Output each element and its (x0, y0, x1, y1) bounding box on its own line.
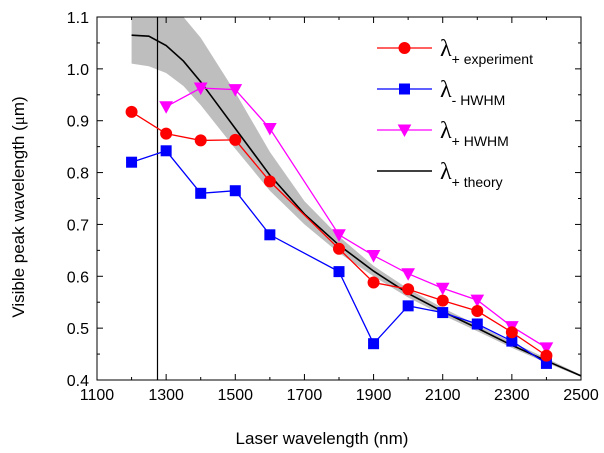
series-plus-hwhm-point (193, 82, 208, 96)
series-minus-hwhm-point (160, 145, 172, 157)
series-minus-hwhm-point (437, 307, 449, 319)
legend-label: λ+ HWHM (440, 118, 509, 149)
legend-swatch-marker (398, 42, 411, 54)
series-minus-hwhm-point (333, 266, 345, 278)
legend-label: λ+ theory (440, 159, 503, 190)
series-experiment-point (229, 133, 242, 146)
legend-item-minus-hwhm: λ- HWHM (377, 77, 505, 108)
x-tick-label: 1300 (148, 387, 184, 404)
series-plus-hwhm-point (435, 282, 450, 296)
x-tick-label: 2500 (563, 387, 599, 404)
series-plus-hwhm-point (228, 84, 243, 97)
legend-label-symbol: λ (440, 77, 452, 103)
series-experiment-point (125, 105, 138, 118)
series-experiment-point (160, 127, 173, 140)
legend-item-theory: λ+ theory (377, 159, 503, 190)
series-minus-hwhm-point (229, 185, 241, 197)
legend-label: λ- HWHM (440, 77, 505, 108)
y-axis-label-prefix: Visible peak wavelength ( (9, 125, 28, 318)
y-axis-label-suffix: m) (9, 96, 28, 116)
series-minus-hwhm (126, 145, 552, 369)
y-tick-label: 0.5 (67, 321, 89, 338)
legend-label-subscript: - HWHM (452, 92, 506, 108)
series-experiment-point (263, 175, 276, 188)
y-tick-label: 0.9 (67, 114, 89, 131)
axes-layer: 1100 1300 1500 1700 1900 2100 2300 2500 0.4 0.5 0.… (67, 10, 599, 404)
legend-item-plus-hwhm: λ+ HWHM (377, 118, 509, 149)
x-tick-label: 1700 (287, 387, 323, 404)
series-theory (131, 34, 581, 377)
series-experiment-point (367, 276, 380, 289)
series-layer (125, 34, 581, 377)
series-plus-hwhm (159, 82, 554, 355)
series-minus-hwhm-point (195, 187, 207, 199)
legend-label-subscript: + HWHM (452, 133, 509, 149)
series-minus-hwhm-point (471, 318, 483, 330)
y-tick-label: 0.8 (67, 166, 89, 183)
y-axis-label-mu: μ (9, 116, 28, 125)
legend-label-subscript: + experiment (452, 51, 533, 67)
series-experiment-point (505, 326, 518, 339)
legend-label-symbol: λ (440, 159, 452, 185)
series-experiment (125, 105, 553, 362)
y-tick-label: 0.4 (67, 373, 89, 390)
legend-label: λ+ experiment (440, 36, 533, 67)
series-minus-hwhm-line (131, 150, 547, 364)
series-experiment-point (333, 242, 345, 255)
x-tick-label: 1100 (80, 387, 115, 404)
series-experiment-point (194, 134, 207, 147)
theory-uncertainty-band (131, 17, 581, 377)
series-minus-hwhm-point (126, 156, 138, 168)
y-tick-label: 0.7 (67, 217, 89, 234)
x-tick-label: 2300 (494, 387, 530, 404)
series-plus-hwhm-point (159, 101, 173, 114)
series-plus-hwhm-point (470, 294, 485, 308)
legend-label-symbol: λ (440, 36, 452, 62)
legend-item-experiment: λ+ experiment (377, 36, 533, 67)
y-tick-label: 1.0 (67, 62, 89, 79)
x-tick-label: 1500 (217, 387, 253, 404)
series-plus-hwhm-point (263, 122, 277, 136)
x-axis-label: Laser wavelength (nm) (236, 429, 409, 448)
series-experiment-point (540, 349, 553, 362)
series-plus-hwhm-point (401, 268, 415, 281)
series-experiment-point (402, 283, 415, 296)
legend-swatch-marker (399, 83, 410, 95)
series-experiment-point (471, 305, 484, 318)
series-plus-hwhm-point (366, 250, 381, 263)
series-experiment-point (436, 294, 449, 307)
legend-swatch-marker (397, 124, 412, 138)
x-tick-label: 2100 (425, 387, 461, 404)
theory-band-layer (131, 17, 581, 377)
series-plus-hwhm-point (539, 342, 554, 355)
series-minus-hwhm-point (402, 300, 414, 312)
y-tick-label: 0.6 (67, 269, 89, 286)
series-theory-line (131, 34, 581, 377)
y-tick-label: 1.1 (67, 10, 89, 27)
y-axis-label: Visible peak wavelength (μm) (9, 96, 28, 317)
series-minus-hwhm-point (264, 229, 276, 241)
series-plus-hwhm-point (332, 229, 346, 242)
x-tick-label: 1900 (356, 387, 392, 404)
series-minus-hwhm-point (368, 338, 380, 350)
legend-label-symbol: λ (440, 118, 452, 144)
legend-label-subscript: + theory (452, 174, 503, 190)
